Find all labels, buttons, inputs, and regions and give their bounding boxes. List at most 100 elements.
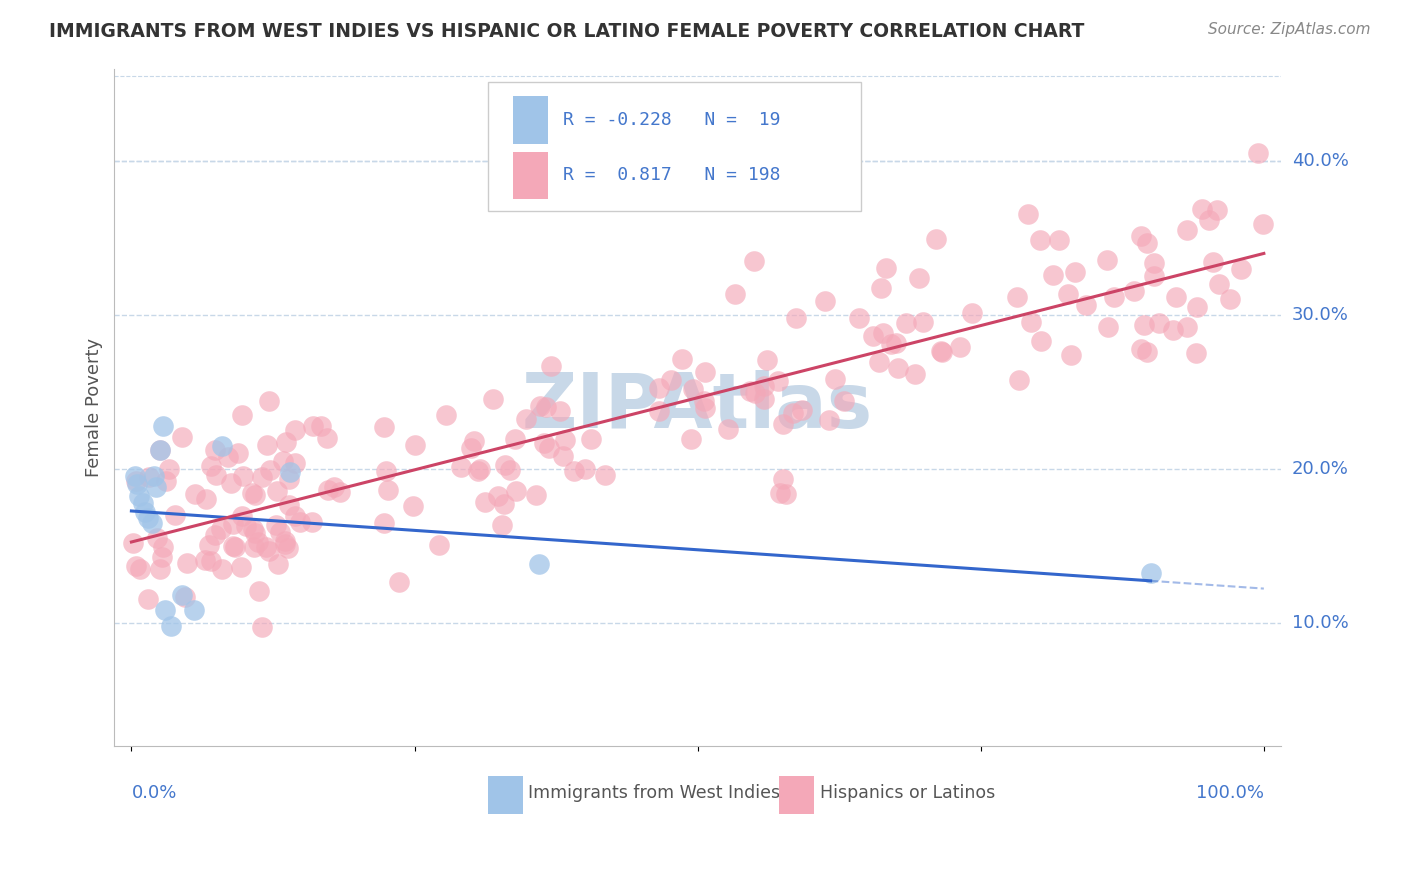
Point: [155, 474, 177, 488]
Point: [232, 468, 254, 483]
Point: [593, 468, 616, 483]
Point: [960, 306, 983, 320]
Point: [316, 483, 339, 497]
Text: 100.0%: 100.0%: [1197, 784, 1264, 803]
Point: [172, 429, 194, 443]
Point: [1064, 265, 1087, 279]
Point: [693, 365, 716, 379]
Point: [141, 516, 163, 530]
Point: [534, 401, 557, 415]
Point: [149, 562, 172, 576]
Point: [427, 538, 450, 552]
Point: [247, 584, 270, 599]
Point: [194, 553, 217, 567]
Point: [744, 386, 766, 401]
Point: [152, 540, 174, 554]
Point: [574, 462, 596, 476]
Point: [742, 253, 765, 268]
Point: [814, 294, 837, 309]
Point: [1123, 284, 1146, 298]
Point: [143, 469, 166, 483]
Point: [540, 359, 562, 374]
Point: [152, 418, 174, 433]
Point: [226, 446, 249, 460]
Point: [136, 592, 159, 607]
Point: [782, 406, 804, 420]
Point: [150, 550, 173, 565]
Point: [869, 281, 891, 295]
Point: [129, 562, 152, 576]
Point: [529, 400, 551, 414]
Point: [548, 404, 571, 418]
Point: [1143, 256, 1166, 270]
Text: 20.0%: 20.0%: [1292, 459, 1348, 478]
Point: [1175, 319, 1198, 334]
Point: [145, 480, 167, 494]
Point: [267, 558, 290, 572]
Point: [499, 463, 522, 477]
Point: [278, 465, 301, 479]
Point: [474, 495, 496, 509]
Point: [264, 517, 287, 532]
Point: [682, 383, 704, 397]
Point: [205, 467, 228, 482]
Point: [1028, 233, 1050, 247]
Point: [908, 270, 931, 285]
Point: [121, 536, 143, 550]
Point: [1143, 268, 1166, 283]
Point: [245, 525, 267, 540]
Point: [551, 449, 574, 463]
Point: [256, 438, 278, 452]
Point: [1166, 290, 1188, 304]
Point: [157, 462, 180, 476]
Point: [254, 540, 277, 554]
Point: [388, 575, 411, 590]
Point: [257, 543, 280, 558]
Text: R =  0.817   N = 198: R = 0.817 N = 198: [564, 166, 780, 185]
Point: [1136, 344, 1159, 359]
Point: [671, 351, 693, 366]
Point: [200, 458, 222, 473]
Point: [1129, 343, 1152, 357]
Point: [138, 470, 160, 484]
Point: [155, 603, 177, 617]
Point: [277, 541, 299, 555]
Point: [274, 533, 297, 548]
Point: [200, 553, 222, 567]
Text: 30.0%: 30.0%: [1292, 306, 1348, 324]
Text: Hispanics or Latinos: Hispanics or Latinos: [820, 784, 995, 802]
Point: [1185, 301, 1208, 315]
Point: [527, 558, 550, 572]
Point: [886, 361, 908, 376]
Point: [755, 352, 778, 367]
Point: [276, 434, 298, 449]
Text: Immigrants from West Indies: Immigrants from West Indies: [529, 784, 780, 802]
Text: R = -0.228   N =  19: R = -0.228 N = 19: [564, 111, 780, 129]
Point: [174, 590, 197, 604]
Point: [1230, 261, 1253, 276]
Point: [1047, 233, 1070, 247]
Point: [172, 588, 194, 602]
Point: [373, 420, 395, 434]
Point: [309, 419, 332, 434]
Point: [404, 438, 426, 452]
Point: [717, 422, 740, 436]
Point: [467, 464, 489, 478]
Point: [904, 367, 927, 381]
Point: [1057, 286, 1080, 301]
Point: [515, 412, 537, 426]
Point: [648, 403, 671, 417]
Point: [875, 260, 897, 275]
Point: [868, 355, 890, 369]
Point: [1029, 334, 1052, 348]
Point: [252, 470, 274, 484]
Point: [481, 392, 503, 406]
Point: [243, 541, 266, 555]
Point: [211, 439, 233, 453]
Point: [132, 496, 155, 510]
Point: [278, 472, 301, 486]
Point: [817, 412, 839, 426]
Point: [1060, 348, 1083, 362]
Point: [146, 531, 169, 545]
Point: [134, 505, 156, 519]
